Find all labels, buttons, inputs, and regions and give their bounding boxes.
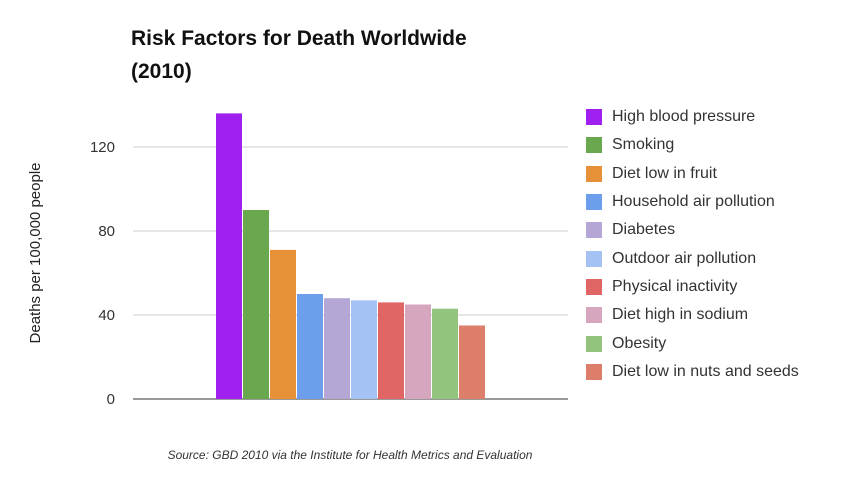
y-axis-label: Deaths per 100,000 people [27, 163, 44, 344]
legend-label: Smoking [612, 136, 675, 154]
legend-label: Diet low in fruit [612, 164, 717, 182]
legend-swatch [586, 165, 602, 182]
legend-label: High blood pressure [612, 108, 756, 126]
legend-item[interactable]: High blood pressure [586, 103, 799, 131]
legend-swatch [586, 363, 602, 380]
legend-item[interactable]: Diet low in nuts and seeds [586, 358, 799, 386]
chart-title: Risk Factors for Death Worldwide (2010) [131, 22, 571, 88]
legend-label: Obesity [612, 334, 667, 352]
bar-diabetes[interactable] [324, 298, 350, 399]
bar-smoking[interactable] [243, 210, 269, 399]
legend-item[interactable]: Diabetes [586, 216, 799, 244]
bar-physical-inactivity[interactable] [378, 302, 404, 399]
legend-item[interactable]: Smoking [586, 131, 799, 159]
chart-title-line-1: Risk Factors for Death Worldwide [131, 27, 467, 50]
bar-diet-high-in-sodium[interactable] [405, 304, 431, 400]
legend-item[interactable]: Household air pollution [586, 188, 799, 216]
bar-obesity[interactable] [432, 308, 458, 399]
legend-item[interactable]: Outdoor air pollution [586, 244, 799, 272]
legend-item[interactable]: Physical inactivity [586, 273, 799, 301]
bar-diet-low-in-fruit[interactable] [270, 249, 296, 399]
legend-item[interactable]: Obesity [586, 329, 799, 357]
bar-diet-low-in-nuts-and-seeds[interactable] [459, 325, 485, 400]
legend-swatch [586, 250, 602, 267]
legend-swatch [586, 307, 602, 324]
legend-item[interactable]: Diet low in fruit [586, 160, 799, 188]
legend-label: Diet high in sodium [612, 306, 749, 324]
chart-title-line-2: (2010) [131, 60, 192, 83]
source-note: Source: GBD 2010 via the Institute for H… [167, 448, 533, 462]
legend-swatch [586, 335, 602, 352]
y-tick-label: 0 [107, 391, 115, 408]
bars [216, 113, 485, 400]
legend-swatch [586, 109, 602, 126]
legend: High blood pressure Smoking Diet low in fr… [586, 103, 799, 386]
legend-label: Household air pollution [612, 193, 775, 211]
y-tick-label: 40 [98, 307, 115, 324]
y-tick-label: 120 [90, 139, 115, 156]
legend-swatch [586, 137, 602, 154]
y-tick-label: 80 [98, 223, 115, 240]
bar-high-blood-pressure[interactable] [216, 113, 242, 400]
legend-swatch [586, 194, 602, 211]
legend-label: Physical inactivity [612, 277, 738, 295]
legend-swatch [586, 222, 602, 239]
legend-label: Outdoor air pollution [612, 249, 757, 267]
legend-item[interactable]: Diet high in sodium [586, 301, 799, 329]
bar-household-air-pollution[interactable] [297, 294, 323, 399]
y-axis-ticks: 0 40 80 120 [90, 139, 115, 408]
bar-outdoor-air-pollution[interactable] [351, 300, 377, 399]
legend-label: Diet low in nuts and seeds [612, 362, 799, 380]
legend-swatch [586, 278, 602, 295]
legend-label: Diabetes [612, 221, 676, 239]
gridlines [133, 146, 568, 400]
